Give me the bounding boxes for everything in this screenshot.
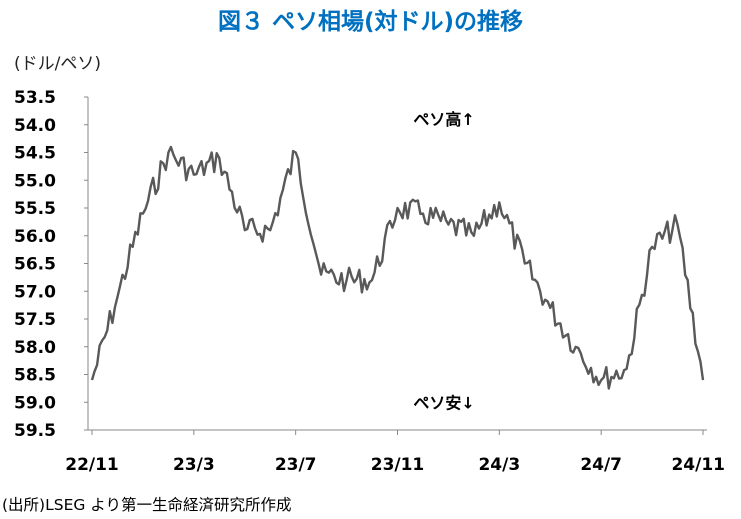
annotation-label: ペソ高↑ xyxy=(413,110,474,129)
y-tick-label: 55.5 xyxy=(14,199,56,219)
annotations: ペソ高↑ ペソ安↓ xyxy=(413,110,474,412)
y-axis: 53.5 54.0 54.5 55.0 55.5 56.0 56.5 57.0 57.5 58.0… xyxy=(14,88,88,441)
chart-title: 図３ ペソ相場(対ドル)の推移 xyxy=(217,9,524,35)
y-tick-label: 59.0 xyxy=(14,393,56,413)
x-tick-label: 23/7 xyxy=(275,455,317,475)
x-tick-label: 24/7 xyxy=(580,455,622,475)
x-tick-label: 23/11 xyxy=(371,455,425,475)
series-line-peso xyxy=(90,145,705,390)
annotation-label: ペソ安↓ xyxy=(413,393,474,412)
y-tick-label: 53.5 xyxy=(14,88,56,108)
source-note: (出所)LSEG より第一生命経済研究所作成 xyxy=(2,496,292,514)
y-tick-label: 54.0 xyxy=(14,116,56,136)
x-tick-label: 22/11 xyxy=(65,455,119,475)
y-tick-label: 57.5 xyxy=(14,310,56,330)
y-tick-label: 54.5 xyxy=(14,144,56,164)
x-tick-label: 24/3 xyxy=(478,455,520,475)
y-tick-label: 57.0 xyxy=(14,282,56,302)
y-tick-label: 56.5 xyxy=(14,255,56,275)
y-tick-label: 55.0 xyxy=(14,171,56,191)
y-axis-unit-label: (ドル/ペソ) xyxy=(14,54,101,74)
x-tick-label: 24/11 xyxy=(671,455,725,475)
x-axis: 22/11 23/3 23/7 23/11 24/3 24/7 24/11 xyxy=(65,430,725,475)
y-tick-label: 58.5 xyxy=(14,366,56,386)
y-tick-label: 59.5 xyxy=(14,421,56,441)
x-tick-label: 23/3 xyxy=(173,455,215,475)
y-tick-label: 56.0 xyxy=(14,227,56,247)
y-tick-label: 58.0 xyxy=(14,338,56,358)
